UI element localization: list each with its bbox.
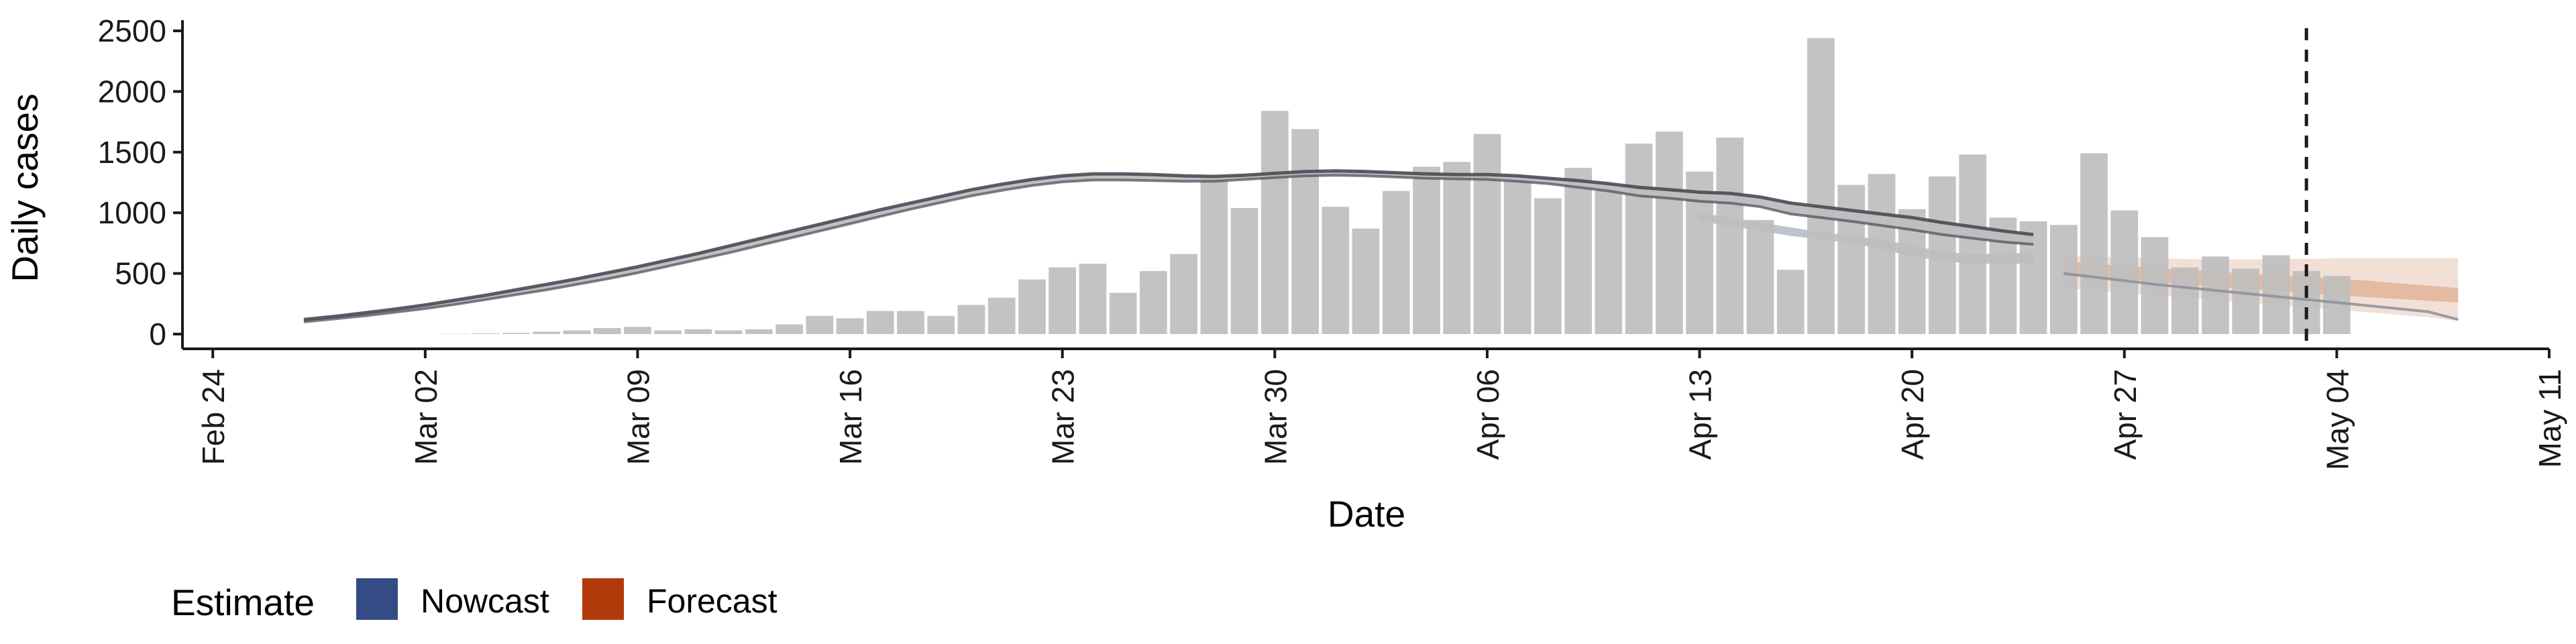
x-tick-label: Apr 20	[1895, 369, 1930, 460]
x-tick-label: May 04	[2320, 369, 2355, 470]
bar	[654, 330, 682, 334]
y-tick-label: 1500	[98, 135, 166, 170]
x-tick-label: Mar 30	[1258, 369, 1293, 465]
legend-swatch-nowcast	[356, 578, 398, 620]
bar	[957, 305, 985, 334]
y-tick-label: 500	[115, 256, 166, 291]
bar	[745, 329, 773, 334]
bar	[1564, 168, 1592, 334]
x-tick-label: Mar 09	[621, 369, 655, 465]
x-axis: Feb 24 Mar 02 Mar 09 Mar 16 Mar 23 Mar 30 Apr …	[182, 347, 2567, 470]
nowcast-band	[1699, 213, 2034, 264]
bar	[1868, 174, 1896, 334]
x-tick-label: Apr 27	[2108, 369, 2143, 460]
forecast-median-line	[2063, 272, 2459, 321]
bar	[1140, 271, 1167, 334]
x-tick-label: May 11	[2532, 369, 2567, 468]
y-tick-label: 0	[149, 317, 166, 352]
bar	[2202, 256, 2229, 334]
legend-label-nowcast: Nowcast	[421, 582, 549, 620]
bar	[2292, 271, 2320, 334]
legend: Estimate Nowcast Forecast	[171, 578, 777, 623]
nowcast-band	[303, 170, 2034, 322]
bar	[1322, 207, 1350, 334]
bar	[2232, 268, 2259, 334]
bar	[1109, 292, 1137, 334]
plot-area	[303, 28, 2459, 346]
bar	[1382, 191, 1410, 334]
y-axis-title: Daily cases	[4, 93, 46, 282]
bar	[533, 331, 561, 334]
bar	[624, 327, 651, 334]
bar	[2323, 276, 2351, 334]
bar	[563, 330, 591, 334]
bar	[1170, 254, 1197, 334]
bar	[1079, 264, 1107, 334]
bar	[1776, 270, 1805, 334]
bar	[2080, 153, 2108, 334]
x-tick-label: Mar 02	[409, 369, 443, 465]
x-tick-label: Mar 16	[833, 369, 868, 465]
bar	[684, 329, 712, 334]
bar	[1473, 133, 1501, 334]
bar	[1929, 176, 1956, 334]
y-tick-label: 2500	[98, 13, 166, 48]
bar	[1352, 228, 1380, 334]
bar	[927, 315, 955, 334]
bar	[897, 311, 924, 334]
bar	[1656, 131, 1683, 334]
lines-layer	[303, 169, 2459, 323]
bar	[502, 333, 530, 334]
bar	[806, 315, 834, 334]
bar	[1807, 38, 1835, 335]
bar	[714, 330, 743, 334]
bar	[867, 311, 894, 334]
bar	[1716, 138, 1744, 334]
bar	[2050, 225, 2078, 334]
nowcast-lower-line	[303, 174, 2034, 323]
bar	[1230, 208, 1258, 334]
bar	[1837, 184, 1865, 334]
bar	[593, 328, 621, 334]
y-tick-label: 1000	[98, 195, 166, 230]
x-axis-title: Date	[1328, 493, 1405, 535]
bars-layer	[441, 38, 2351, 335]
bar	[2110, 210, 2139, 334]
bar	[1413, 166, 1440, 334]
y-tick-label: 2000	[98, 74, 166, 109]
bar	[1686, 171, 1713, 334]
bar	[836, 318, 864, 334]
bar	[1049, 267, 1076, 334]
bar	[775, 324, 803, 334]
bar	[2019, 221, 2047, 334]
bar	[472, 333, 500, 334]
bar	[1625, 144, 1653, 334]
bar	[987, 297, 1016, 334]
legend-swatch-forecast	[582, 578, 624, 620]
bar	[1200, 177, 1228, 334]
bar	[1989, 217, 2017, 334]
bar	[1018, 279, 1046, 334]
bar	[1291, 129, 1319, 334]
bar	[1959, 154, 1986, 334]
y-axis: 0 500 1000 1500 2000 2500	[98, 13, 184, 352]
legend-title: Estimate	[171, 582, 315, 623]
bar	[1261, 111, 1289, 335]
x-tick-label: Apr 13	[1683, 369, 1718, 460]
x-tick-label: Feb 24	[196, 369, 231, 465]
bar	[1534, 198, 1562, 334]
x-tick-label: Mar 23	[1046, 369, 1081, 465]
bar	[1746, 220, 1774, 334]
bar	[1595, 189, 1623, 334]
nowcast-upper-line	[303, 169, 2034, 321]
legend-label-forecast: Forecast	[647, 582, 777, 620]
x-tick-label: Apr 06	[1470, 369, 1505, 460]
bar	[1443, 162, 1470, 335]
bar	[1503, 181, 1532, 334]
bar	[2171, 267, 2199, 334]
